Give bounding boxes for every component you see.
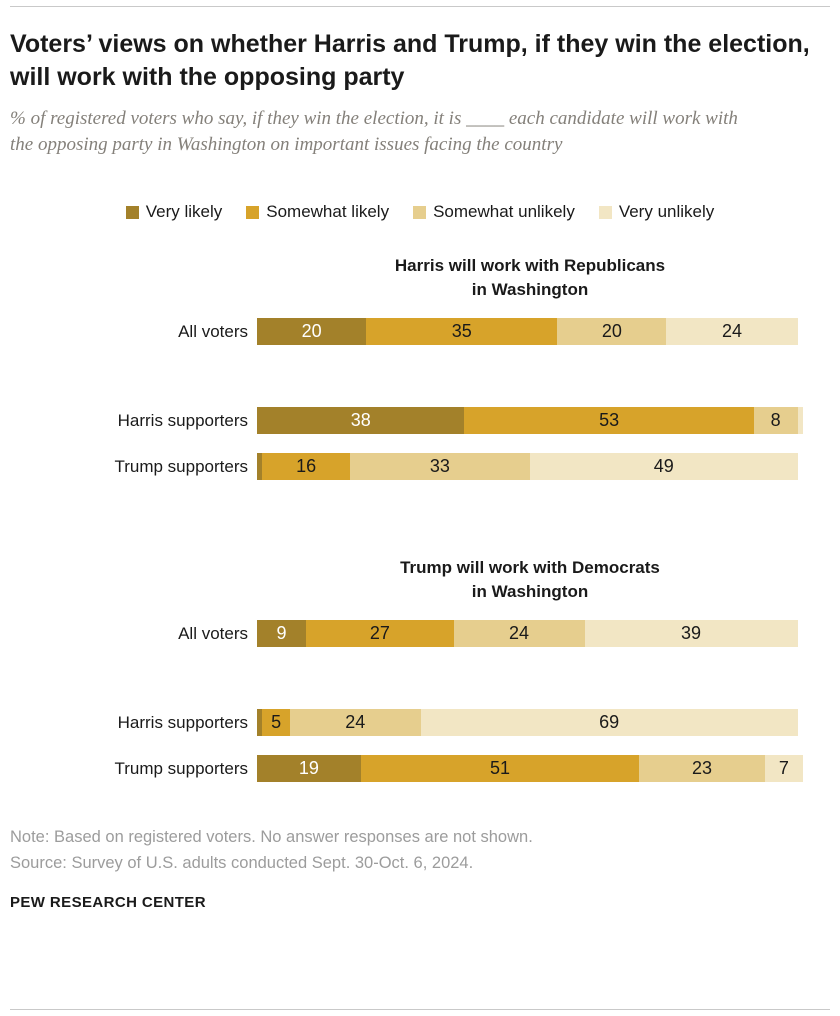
bar-value-label: 51 — [489, 758, 510, 779]
bar-row: Harris supporters 38 53 8 — [10, 407, 803, 435]
brand-label: PEW RESEARCH CENTER — [10, 894, 206, 912]
bar-segment: 24 — [453, 620, 585, 648]
legend-item: Somewhat likely — [246, 202, 389, 222]
bar-segment: 27 — [306, 620, 454, 648]
bar-segment: 24 — [666, 318, 798, 346]
legend-item: Very unlikely — [598, 202, 715, 222]
bar-value-label: 16 — [296, 456, 317, 477]
legend-swatch — [598, 205, 612, 219]
bar-segment: 35 — [366, 318, 558, 346]
bar-value-label: 20 — [601, 321, 622, 342]
bar-row: Trump supporters 16 33 49 — [10, 453, 803, 481]
bar-segment: 38 — [257, 407, 465, 435]
bar-track: 16 33 49 — [257, 453, 803, 481]
bar-value-label: 5 — [271, 712, 282, 733]
row-label: All voters — [178, 623, 248, 643]
bar-value-label: 69 — [599, 712, 620, 733]
chart-title: Harris will work with Republicans in Wash… — [394, 256, 666, 300]
legend-item-label: Somewhat likely — [266, 202, 390, 222]
bar-value-label: 7 — [778, 758, 789, 779]
source-text: Source: Survey of U.S. adults conducted … — [10, 854, 474, 873]
bar-segment: 7 — [764, 755, 803, 783]
bar-segment — [257, 709, 263, 737]
bar-segment: 5 — [262, 709, 290, 737]
legend-swatch — [413, 205, 427, 219]
bar-segment: 33 — [349, 453, 530, 481]
bar-segment: 19 — [257, 755, 361, 783]
bar-segment: 20 — [557, 318, 667, 346]
bar-segment: 8 — [753, 407, 798, 435]
legend-item: Very likely — [125, 202, 223, 222]
chart-trump-democrats: Trump will work with Democrats in Washing… — [10, 556, 830, 783]
bar-value-label: 24 — [509, 623, 530, 644]
legend-item: Somewhat unlikely — [413, 202, 575, 222]
bar-value-label: 8 — [770, 410, 781, 431]
top-border — [10, 6, 830, 7]
bar-value-label: 9 — [276, 623, 287, 644]
bar-value-label: 33 — [429, 456, 450, 477]
chart-subtitle: % of registered voters who say, if they … — [10, 108, 738, 156]
bar-track: 20 35 20 24 — [257, 318, 803, 346]
bar-value-label: 49 — [653, 456, 674, 477]
bar-segment: 51 — [360, 755, 640, 783]
bar-segment: 49 — [529, 453, 798, 481]
bar-segment: 39 — [584, 620, 798, 648]
note-text: Note: Based on registered voters. No ans… — [10, 828, 533, 847]
bar-row: All voters 9 27 24 39 — [10, 620, 803, 648]
legend-item-label: Very likely — [145, 202, 223, 222]
bar-value-label: 19 — [298, 758, 319, 779]
bar-value-label: 53 — [599, 410, 620, 431]
bar-value-label: 24 — [345, 712, 366, 733]
bar-value-label: 38 — [350, 410, 371, 431]
bar-segment: 9 — [257, 620, 307, 648]
bar-segment: 16 — [262, 453, 350, 481]
bar-segment: 23 — [639, 755, 765, 783]
bar-value-label: 27 — [369, 623, 390, 644]
row-label: Harris supporters — [117, 712, 248, 732]
legend-swatch — [125, 205, 139, 219]
bar-value-label: 24 — [721, 321, 742, 342]
bar-value-label: 23 — [691, 758, 712, 779]
bar-segment: 24 — [289, 709, 421, 737]
row-label: Trump supporters — [114, 456, 248, 476]
row-label: Harris supporters — [117, 410, 248, 430]
legend: Very likely Somewhat likely Somewhat unlik… — [10, 202, 830, 222]
bar-segment: 69 — [420, 709, 798, 737]
bar-value-label: 39 — [681, 623, 702, 644]
bar-row: Trump supporters 19 51 23 7 — [10, 755, 803, 783]
bar-track: 19 51 23 7 — [257, 755, 803, 783]
bar-track: 38 53 8 — [257, 407, 803, 435]
page-title: Voters’ views on whether Harris and Trum… — [10, 30, 810, 91]
bar-track: 5 24 69 — [257, 709, 803, 737]
bar-row: All voters 20 35 20 24 — [10, 318, 803, 346]
bar-segment: 53 — [464, 407, 754, 435]
legend-item-label: Very unlikely — [618, 202, 715, 222]
chart-harris-republicans: Harris will work with Republicans in Wash… — [10, 254, 830, 481]
legend-swatch — [246, 205, 260, 219]
row-label: All voters — [178, 321, 248, 341]
bar-value-label: 35 — [451, 321, 472, 342]
bar-row: Harris supporters 5 24 69 — [10, 709, 803, 737]
bar-track: 9 27 24 39 — [257, 620, 803, 648]
bar-value-label: 20 — [301, 321, 322, 342]
bar-segment: 20 — [257, 318, 367, 346]
bottom-border — [10, 1009, 830, 1010]
row-label: Trump supporters — [114, 758, 248, 778]
chart-title: Trump will work with Democrats in Washing… — [400, 558, 660, 602]
bar-segment — [257, 453, 263, 481]
bar-segment — [797, 407, 803, 435]
legend-item-label: Somewhat unlikely — [433, 202, 575, 222]
